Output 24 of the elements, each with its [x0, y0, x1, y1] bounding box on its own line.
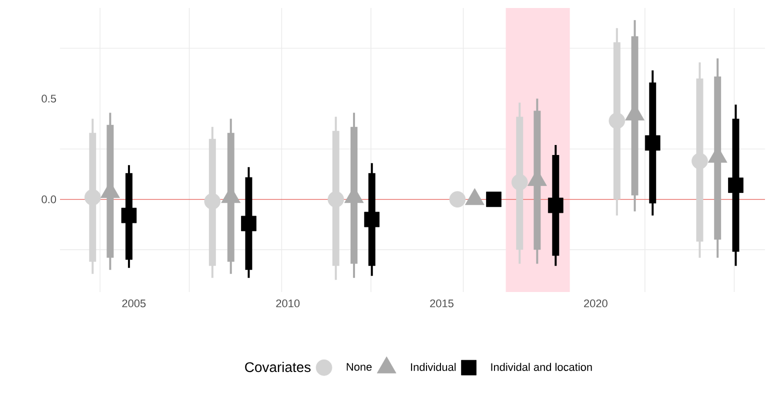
x-tick-label: 2010 — [276, 300, 300, 308]
point — [644, 135, 660, 151]
point — [364, 212, 380, 228]
point — [548, 198, 564, 214]
legend-label: None — [346, 363, 372, 371]
point — [204, 193, 221, 210]
point — [692, 152, 708, 170]
x-tick-label: 2005 — [122, 300, 146, 308]
point — [511, 174, 528, 190]
x-tick-label: 2020 — [584, 300, 608, 308]
point — [328, 191, 344, 208]
point — [121, 208, 137, 224]
point — [84, 189, 101, 206]
legend-label: Individual — [411, 362, 456, 371]
y-tick-label: 0.5 — [42, 94, 56, 103]
legend-label: Individal and location — [491, 362, 592, 371]
point — [608, 112, 626, 129]
point — [241, 216, 256, 232]
point — [728, 178, 744, 193]
y-tick-label: 0.0 — [42, 195, 56, 204]
point — [449, 191, 466, 208]
point — [486, 192, 502, 208]
legend-title: Covariates — [245, 362, 311, 372]
x-tick-label: 2015 — [430, 300, 454, 308]
